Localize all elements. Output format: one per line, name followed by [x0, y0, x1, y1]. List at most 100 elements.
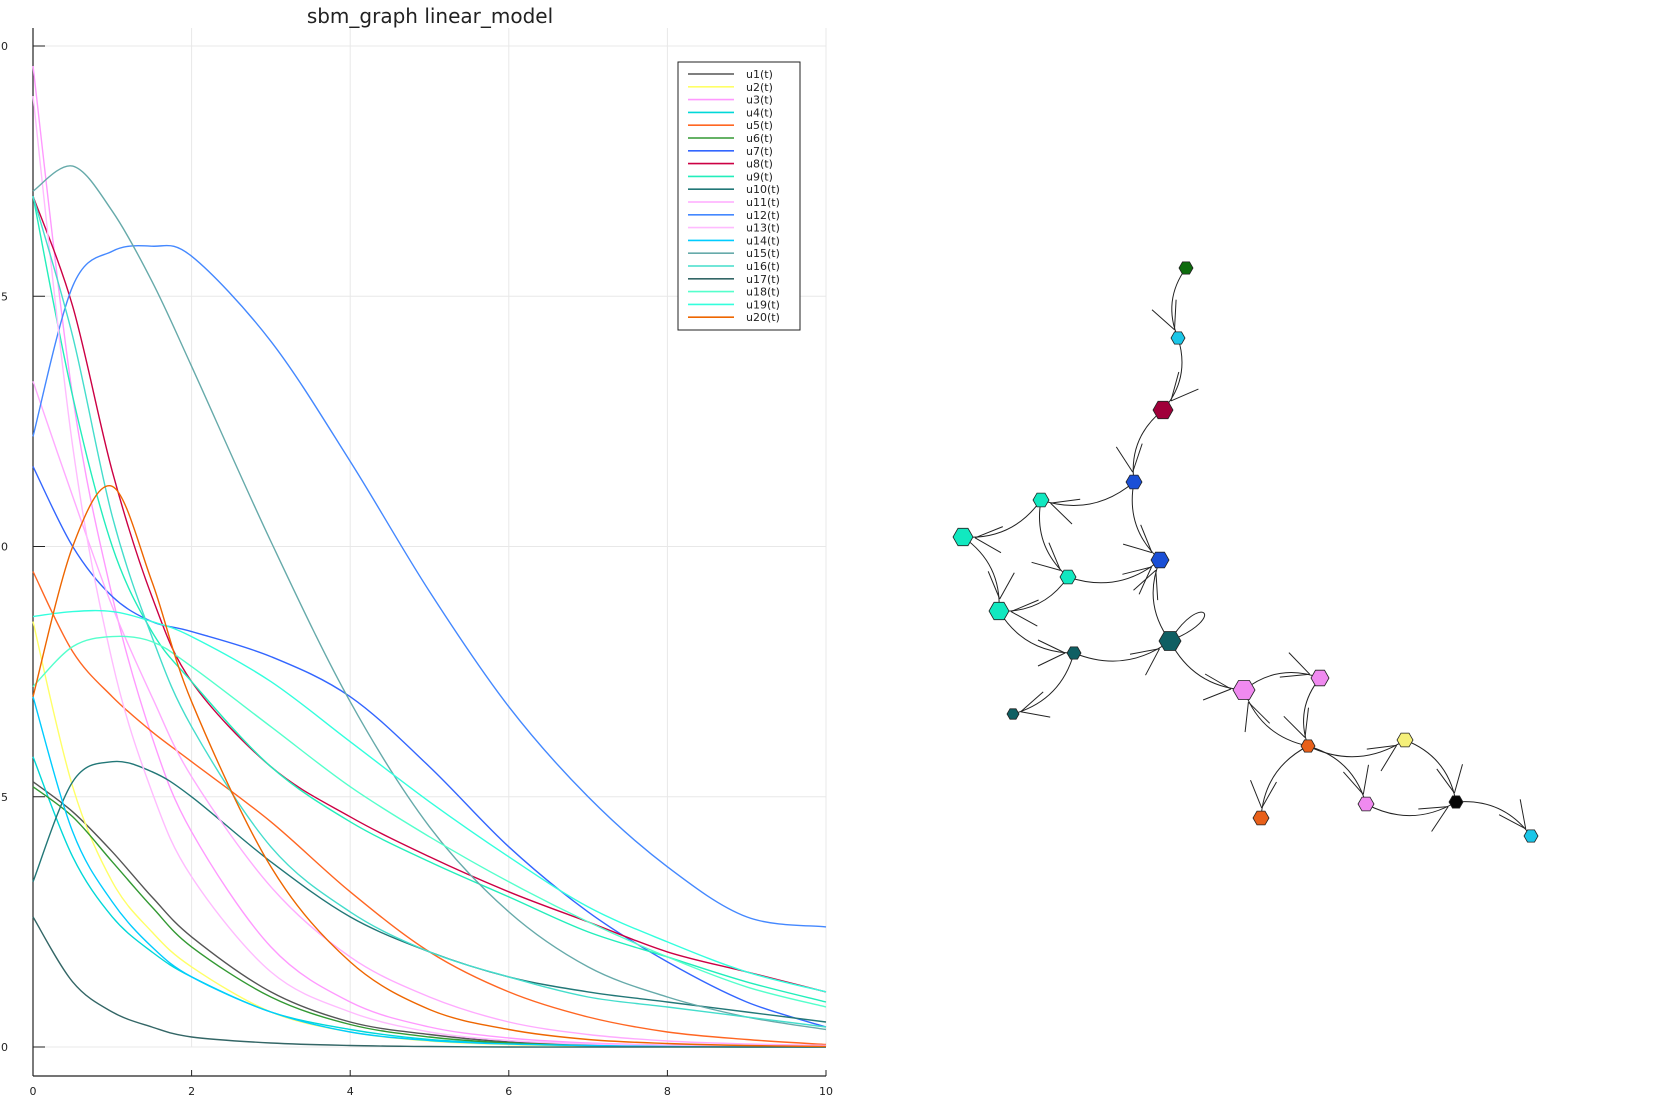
y-tick-label: 0: [1, 40, 8, 53]
legend: u1(t)u2(t)u3(t)u4(t)u5(t)u6(t)u7(t)u8(t)…: [677, 61, 801, 331]
graph-arrowhead: [1244, 702, 1249, 733]
series-line-u12t: [32, 244, 827, 928]
graph-arrowhead: [1288, 652, 1311, 675]
graph-node-16: [1396, 732, 1414, 748]
graph-arrowhead: [1380, 745, 1398, 772]
graph-edge: [1307, 745, 1367, 805]
graph-arrowhead: [1498, 814, 1526, 830]
graph-node-10: [1066, 646, 1082, 660]
graph-node-5: [1032, 492, 1050, 508]
legend-label: u13(t): [746, 222, 780, 235]
graph-node-13: [1232, 680, 1256, 700]
graph-arrowhead: [1020, 711, 1051, 718]
graph-arrowhead: [974, 537, 1002, 554]
graph-arrowhead: [1037, 639, 1066, 654]
graph-arrowhead: [1431, 806, 1449, 832]
graph-arrowhead: [1174, 299, 1177, 330]
graph-arrowhead: [1031, 561, 1061, 571]
graph-node-17: [1252, 810, 1270, 826]
graph-arrowhead: [987, 571, 1001, 600]
legend-label: u15(t): [746, 247, 780, 260]
graph-arrowhead: [1343, 771, 1364, 795]
graph-edge: [1260, 745, 1309, 819]
graph-node-18: [1357, 796, 1375, 812]
graph-arrowhead: [1204, 673, 1232, 690]
graph-arrowhead: [1122, 566, 1152, 575]
series-line-u5t: [32, 571, 827, 1046]
legend-label: u3(t): [746, 94, 773, 107]
graph-arrowhead: [1010, 611, 1038, 627]
series-line-u15t: [32, 165, 827, 1031]
graph-node-19: [1448, 795, 1464, 809]
graph-node-2: [1170, 331, 1186, 345]
graph-edge: [1171, 267, 1187, 339]
legend-box: [677, 61, 801, 331]
series-line-u8t: [32, 195, 827, 993]
graph-arrowhead: [1248, 701, 1271, 724]
graph-arrowhead: [1170, 371, 1180, 402]
network-graph: [952, 261, 1539, 843]
graph-arrowhead: [1170, 388, 1199, 402]
graph-node-11: [1158, 631, 1182, 651]
series-line-u19t: [32, 609, 827, 993]
graph-arrowhead: [1050, 498, 1081, 504]
graph-arrowhead: [1362, 764, 1369, 795]
graph-arrowhead: [1132, 443, 1143, 473]
legend-label: u9(t): [746, 170, 773, 183]
graph-arrowhead: [1418, 806, 1449, 810]
graph-arrowhead: [1010, 599, 1039, 613]
graph-edge: [1073, 640, 1171, 662]
graph-edge: [962, 536, 1000, 612]
legend-label: u8(t): [746, 158, 773, 171]
graph-arrowhead: [974, 526, 1003, 539]
graph-node-20: [1523, 829, 1539, 843]
x-tick-label: 2: [188, 1085, 195, 1098]
graph-edge: [1038, 499, 1069, 578]
x-tick-label: 0: [30, 1085, 37, 1098]
graph-nodes: [952, 261, 1539, 843]
x-tick-label: 8: [664, 1085, 671, 1098]
axes: 0 2 4 6 8 10 0 5 0 5 0: [1, 28, 833, 1098]
graph-node-1: [1178, 261, 1194, 275]
graph-arrowhead: [1519, 799, 1527, 829]
legend-label: u10(t): [746, 183, 780, 196]
graph-arrowhead: [1048, 542, 1061, 571]
graph-arrowhead: [1145, 648, 1160, 676]
legend-label: u18(t): [746, 286, 780, 299]
legend-label: u14(t): [746, 234, 780, 247]
graph-arrowhead: [1155, 570, 1159, 601]
legend-label: u20(t): [746, 311, 780, 324]
legend-label: u1(t): [746, 68, 773, 81]
graph-arrowhead: [1133, 569, 1157, 591]
legend-label: u7(t): [746, 145, 773, 158]
graph-arrowhead: [1140, 524, 1153, 553]
legend-label: u19(t): [746, 298, 780, 311]
graph-node-9: [988, 601, 1010, 621]
graph-arrowhead: [1115, 446, 1134, 473]
series-line-u10t: [32, 760, 827, 1023]
legend-label: u2(t): [746, 81, 773, 94]
x-tick-label: 6: [505, 1085, 512, 1098]
graph-arrowhead: [1304, 707, 1309, 738]
graph-arrowhead: [1453, 764, 1463, 794]
graph-node-15: [1300, 739, 1316, 753]
legend-label: u16(t): [746, 260, 780, 273]
graph-edge: [1131, 481, 1161, 561]
line-chart: 0 2 4 6 8 10 0 5 0 5 0 u1(t)u2(t)u3(t)u4(t)u5(t)u6…: [1, 28, 833, 1098]
legend-label: u17(t): [746, 273, 780, 286]
legend-label: u12(t): [746, 209, 780, 222]
graph-arrowhead: [1050, 502, 1073, 525]
series-line-u17t: [32, 916, 826, 1048]
legend-label: u6(t): [746, 132, 773, 145]
graph-arrowhead: [999, 572, 1015, 600]
series-line-u11t: [32, 381, 827, 1047]
graph-node-8: [1059, 569, 1077, 585]
graph-arrowhead: [1436, 768, 1455, 794]
graph-arrowhead: [1283, 715, 1306, 738]
series-line-u16t: [32, 195, 827, 1028]
series-lines: [32, 65, 827, 1048]
graph-arrowhead: [1261, 781, 1277, 809]
graph-node-4: [1125, 474, 1143, 490]
